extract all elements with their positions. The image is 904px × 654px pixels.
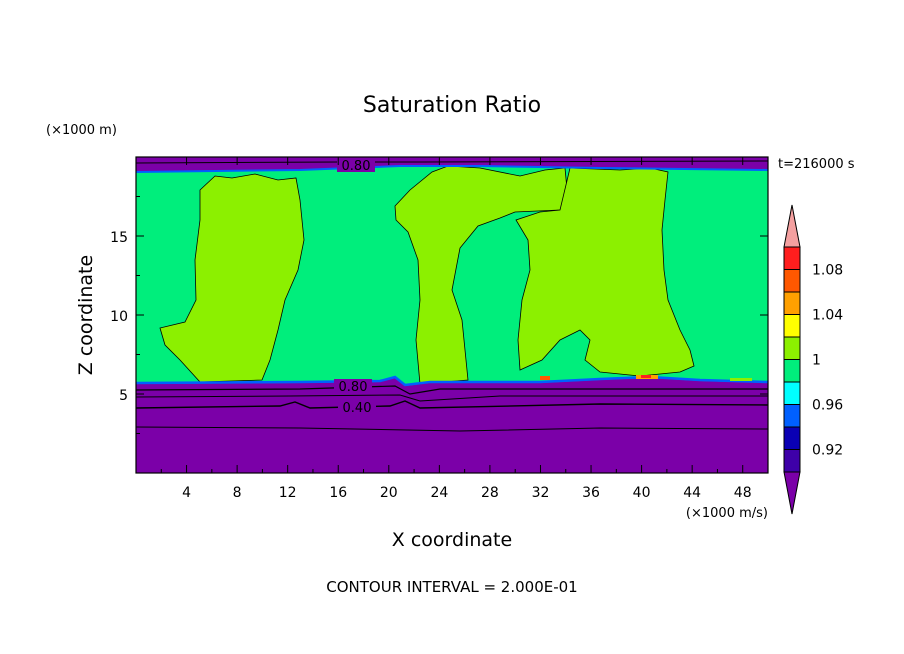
x-tick-label: 20: [380, 485, 398, 501]
contour-interval-label: CONTOUR INTERVAL = 2.000E-01: [326, 578, 577, 596]
x-tick-label: 4: [182, 485, 191, 501]
supersat-region-2: [394, 165, 569, 385]
x-tick-label: 48: [734, 485, 752, 501]
x-unit-label: (×1000 m/s): [686, 506, 768, 521]
x-tick-label: 44: [683, 485, 701, 501]
x-tick-label: 8: [233, 485, 242, 501]
y-tick-label: 10: [110, 309, 128, 325]
y-axis-title: Z coordinate: [75, 255, 97, 375]
colorbar-tick-label: 1: [812, 353, 821, 369]
contour-line-lower-3: [136, 400, 768, 409]
colorbar-high-arrow: [783, 204, 801, 248]
supersat-spot-3: [641, 375, 651, 378]
colorbar-swatch: [783, 404, 801, 428]
colorbar-swatch: [783, 246, 801, 270]
colorbar-swatch: [783, 359, 801, 383]
supersat-spot-1: [540, 376, 550, 380]
contour-line-lower-2: [136, 394, 768, 402]
contour-label-upper: 0.80: [342, 159, 371, 174]
colorbar-swatch: [783, 449, 801, 473]
colorbar-swatch: [783, 269, 801, 293]
supersat-region-1: [159, 173, 305, 383]
contour-line-upper-1: [136, 160, 768, 164]
chart-title: Saturation Ratio: [363, 93, 541, 118]
x-tick-label: 32: [532, 485, 550, 501]
supersat-spot-4: [730, 378, 752, 381]
y-axis: 5 10 15: [110, 196, 768, 434]
x-axis: 4 8 12 16 20 24 28 32 36 40 44 48: [160, 157, 752, 501]
lower-dry-layer-region: [136, 378, 768, 473]
x-tick-label: 36: [582, 485, 600, 501]
contour-line-lower-1: [136, 385, 768, 395]
colorbar: 0.92 0.96 1 1.04 1.08: [783, 204, 843, 515]
colorbar-tick-label: 0.96: [812, 398, 843, 414]
y-tick-label: 15: [110, 230, 128, 246]
colorbar-tick-label: 1.04: [812, 308, 843, 324]
colorbar-swatch: [783, 291, 801, 315]
y-unit-label: (×1000 m): [46, 123, 117, 138]
x-tick-label: 24: [430, 485, 448, 501]
supersat-region-3: [515, 167, 695, 377]
x-tick-label: 12: [279, 485, 297, 501]
plot-area: 0.80 0.80 0.40: [135, 156, 769, 474]
upper-edge-blue: [136, 165, 768, 173]
contour-label-lower-2: 0.40: [343, 401, 372, 416]
x-axis-title: X coordinate: [392, 529, 512, 551]
time-label: t=216000 s: [778, 157, 855, 172]
contour-line-lower-4: [136, 426, 768, 432]
x-tick-label: 40: [633, 485, 651, 501]
colorbar-swatch: [783, 336, 801, 360]
colorbar-low-arrow: [783, 471, 801, 515]
colorbar-swatch: [783, 426, 801, 450]
colorbar-tick-label: 1.08: [812, 263, 843, 279]
colorbar-swatch: [783, 381, 801, 405]
x-tick-label: 28: [481, 485, 499, 501]
y-tick-label: 5: [119, 388, 128, 404]
colorbar-swatch: [783, 314, 801, 338]
contour-label-lower-1: 0.80: [339, 380, 368, 395]
colorbar-tick-label: 0.92: [812, 443, 843, 459]
x-tick-label: 16: [329, 485, 347, 501]
upper-dry-layer-region: [136, 157, 768, 172]
